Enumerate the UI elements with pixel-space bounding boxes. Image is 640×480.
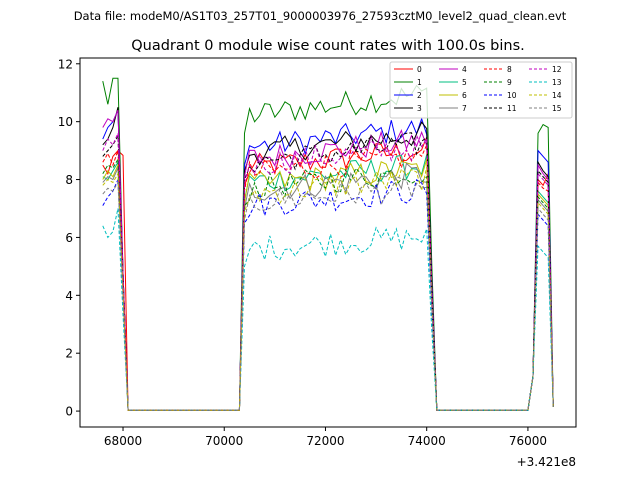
series-line-14 xyxy=(102,167,554,411)
series-line-11 xyxy=(102,132,554,411)
series-line-0 xyxy=(102,136,554,411)
y-tick-label: 2 xyxy=(65,347,73,361)
legend-label-2: 2 xyxy=(417,91,422,100)
x-tick-label: 74000 xyxy=(408,434,446,448)
legend-label-14: 14 xyxy=(552,91,562,100)
y-tick-label: 4 xyxy=(65,289,73,303)
chart-title: Quadrant 0 module wise count rates with … xyxy=(131,38,525,54)
series-line-5 xyxy=(102,154,554,411)
plot-frame xyxy=(79,57,577,428)
legend-label-9: 9 xyxy=(507,78,512,87)
y-tick-label: 0 xyxy=(65,405,73,419)
legend-box xyxy=(389,61,573,119)
legend-label-11: 11 xyxy=(507,104,517,113)
y-tick-label: 6 xyxy=(65,231,73,245)
legend-label-8: 8 xyxy=(507,65,512,74)
x-tick-label: 72000 xyxy=(306,434,344,448)
y-axis: 0 2 4 6 8 10 12 xyxy=(58,57,80,419)
legend-label-10: 10 xyxy=(507,91,517,100)
legend-label-6: 6 xyxy=(462,91,467,100)
legend-label-15: 15 xyxy=(552,104,562,113)
series-line-10 xyxy=(102,179,554,411)
series-line-15 xyxy=(102,176,554,411)
x-tick-label: 76000 xyxy=(509,434,547,448)
legend-label-12: 12 xyxy=(552,65,562,74)
legend-label-13: 13 xyxy=(552,78,562,87)
x-tick-label: 70000 xyxy=(205,434,243,448)
x-offset-label: +3.421e8 xyxy=(517,455,576,469)
series-line-2 xyxy=(102,109,554,411)
legend-label-0: 0 xyxy=(417,65,422,74)
y-tick-label: 8 xyxy=(65,173,73,187)
series-line-3 xyxy=(102,107,554,411)
legend-label-1: 1 xyxy=(417,78,422,87)
x-tick-label: 68000 xyxy=(104,434,142,448)
legend-label-3: 3 xyxy=(417,104,422,113)
series-line-4 xyxy=(102,109,554,411)
series-line-8 xyxy=(102,144,554,411)
y-tick-label: 10 xyxy=(58,115,73,129)
y-tick-label: 12 xyxy=(58,57,73,71)
series-line-12 xyxy=(102,133,554,411)
plot-lines xyxy=(102,77,554,411)
series-line-9 xyxy=(102,157,554,411)
x-axis: 68000 70000 72000 74000 76000 xyxy=(104,427,547,448)
legend-label-4: 4 xyxy=(462,65,467,74)
figure-suptitle: Data file: modeM0/AS1T03_257T01_90000039… xyxy=(74,9,567,23)
legend-label-5: 5 xyxy=(462,78,467,87)
legend-label-7: 7 xyxy=(462,104,467,113)
series-line-7 xyxy=(102,162,554,411)
series-line-13 xyxy=(102,208,554,411)
